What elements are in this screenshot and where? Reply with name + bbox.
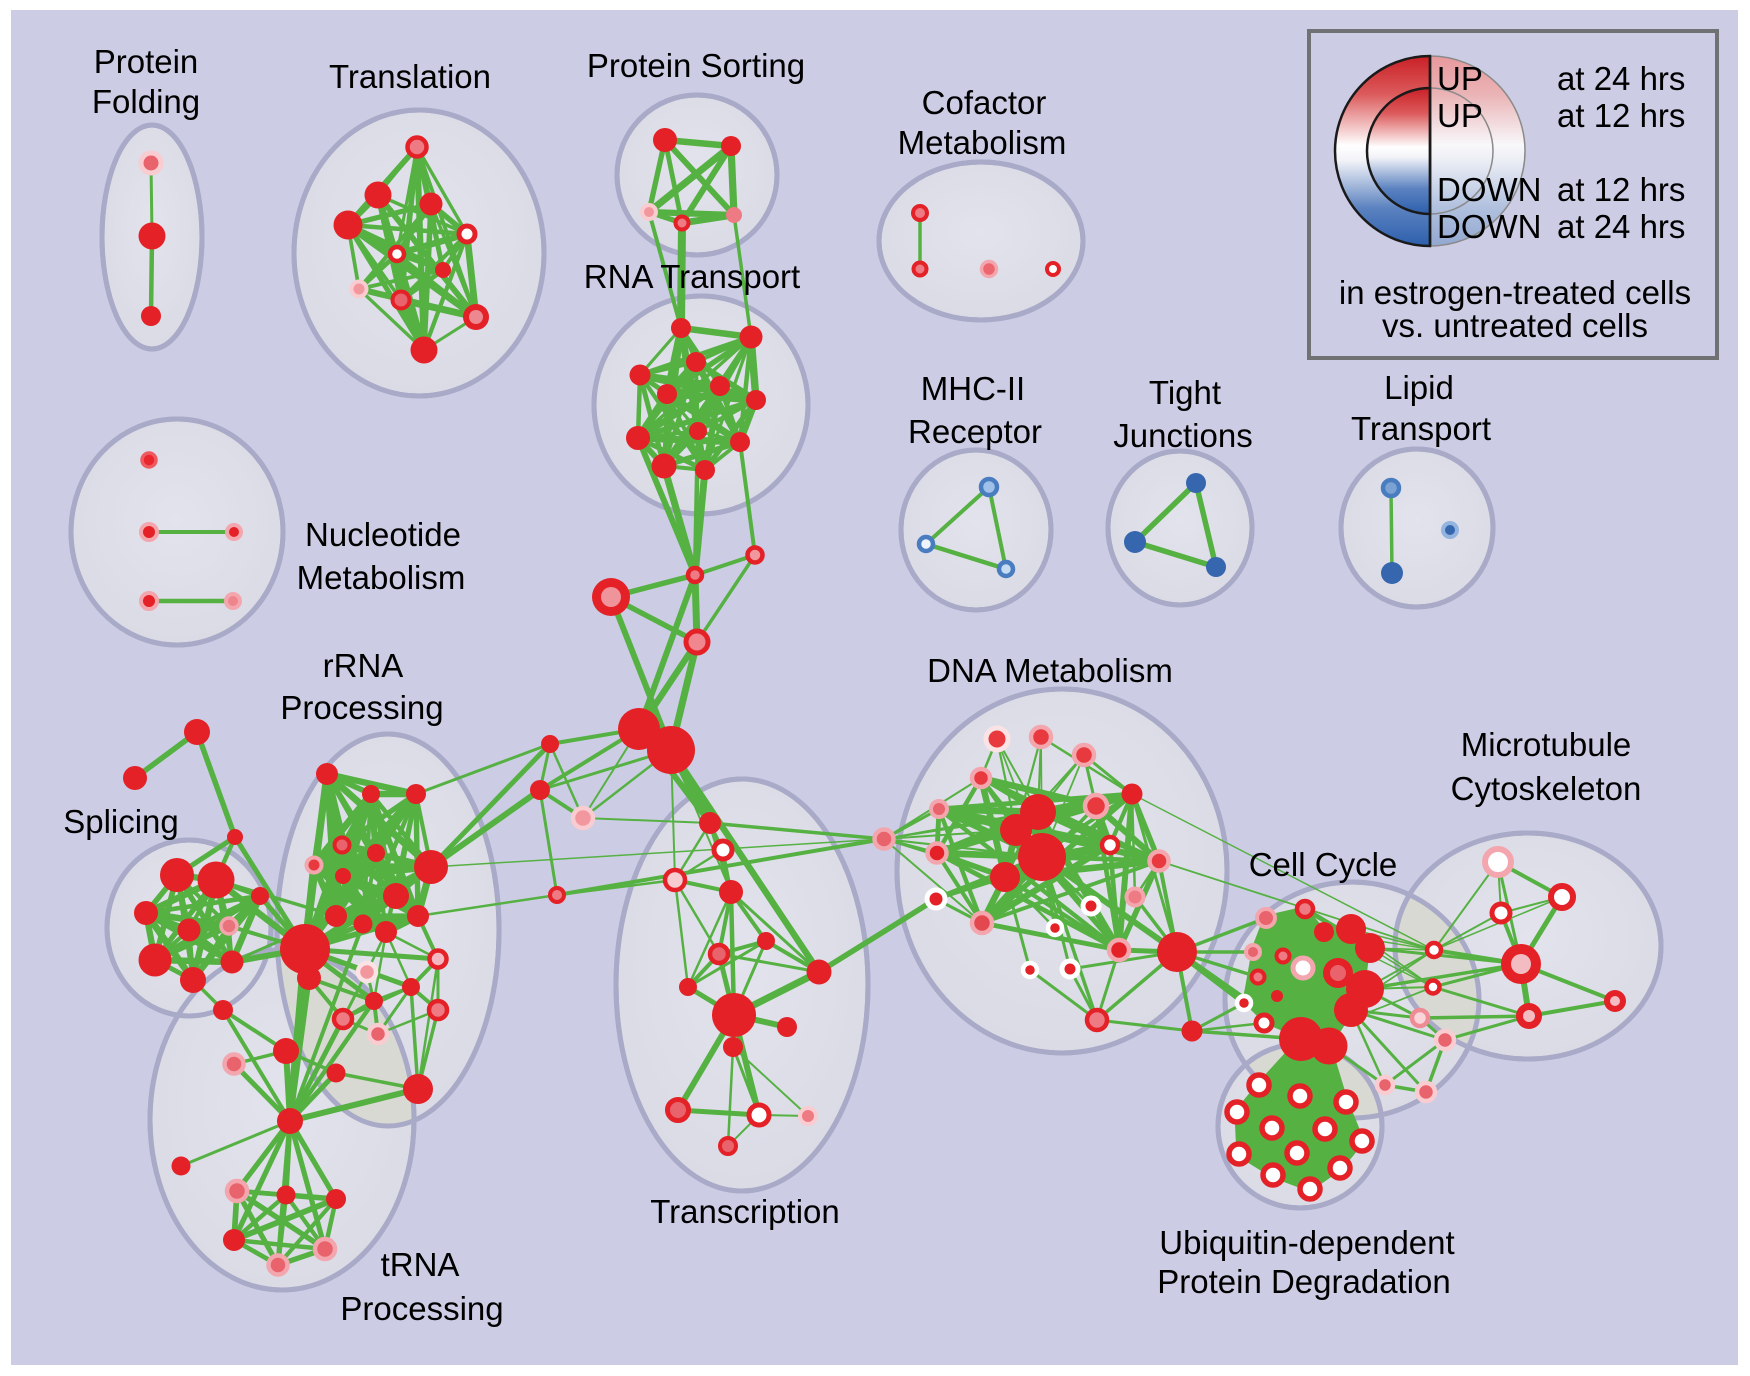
svg-text:Microtubule: Microtubule [1461,726,1632,763]
svg-text:Metabolism: Metabolism [898,124,1067,161]
svg-text:Processing: Processing [280,689,443,726]
svg-text:vs. untreated cells: vs. untreated cells [1382,307,1648,344]
svg-text:RNA Transport: RNA Transport [584,258,800,295]
svg-text:Receptor: Receptor [908,413,1042,450]
svg-text:rRNA: rRNA [323,647,404,684]
svg-text:in estrogen-treated cells: in estrogen-treated cells [1339,274,1691,311]
svg-text:Transport: Transport [1351,410,1491,447]
svg-text:UP: UP [1437,97,1483,134]
svg-text:Metabolism: Metabolism [297,559,466,596]
svg-text:at 12 hrs: at 12 hrs [1557,97,1685,134]
svg-text:at 24 hrs: at 24 hrs [1557,60,1685,97]
svg-text:DOWN: DOWN [1437,208,1541,245]
svg-text:Translation: Translation [329,58,491,95]
svg-text:Splicing: Splicing [63,803,179,840]
svg-text:UP: UP [1437,60,1483,97]
svg-text:at 24 hrs: at 24 hrs [1557,208,1685,245]
svg-text:Protein Degradation: Protein Degradation [1157,1263,1451,1300]
svg-text:Cofactor: Cofactor [922,84,1047,121]
svg-text:Nucleotide: Nucleotide [305,516,461,553]
svg-text:Cytoskeleton: Cytoskeleton [1451,770,1642,807]
svg-text:Protein: Protein [94,43,199,80]
svg-text:Processing: Processing [340,1290,503,1327]
svg-text:MHC-II: MHC-II [921,370,1025,407]
svg-text:Protein Sorting: Protein Sorting [587,47,805,84]
svg-text:Ubiquitin-dependent: Ubiquitin-dependent [1159,1224,1454,1261]
svg-text:Folding: Folding [92,83,200,120]
svg-text:Junctions: Junctions [1113,417,1252,454]
svg-text:tRNA: tRNA [381,1246,460,1283]
svg-text:Transcription: Transcription [650,1193,840,1230]
svg-text:Lipid: Lipid [1384,369,1454,406]
svg-text:at 12 hrs: at 12 hrs [1557,171,1685,208]
svg-text:Tight: Tight [1149,374,1221,411]
svg-text:DOWN: DOWN [1437,171,1541,208]
svg-text:Cell Cycle: Cell Cycle [1249,846,1398,883]
svg-text:DNA Metabolism: DNA Metabolism [927,652,1173,689]
